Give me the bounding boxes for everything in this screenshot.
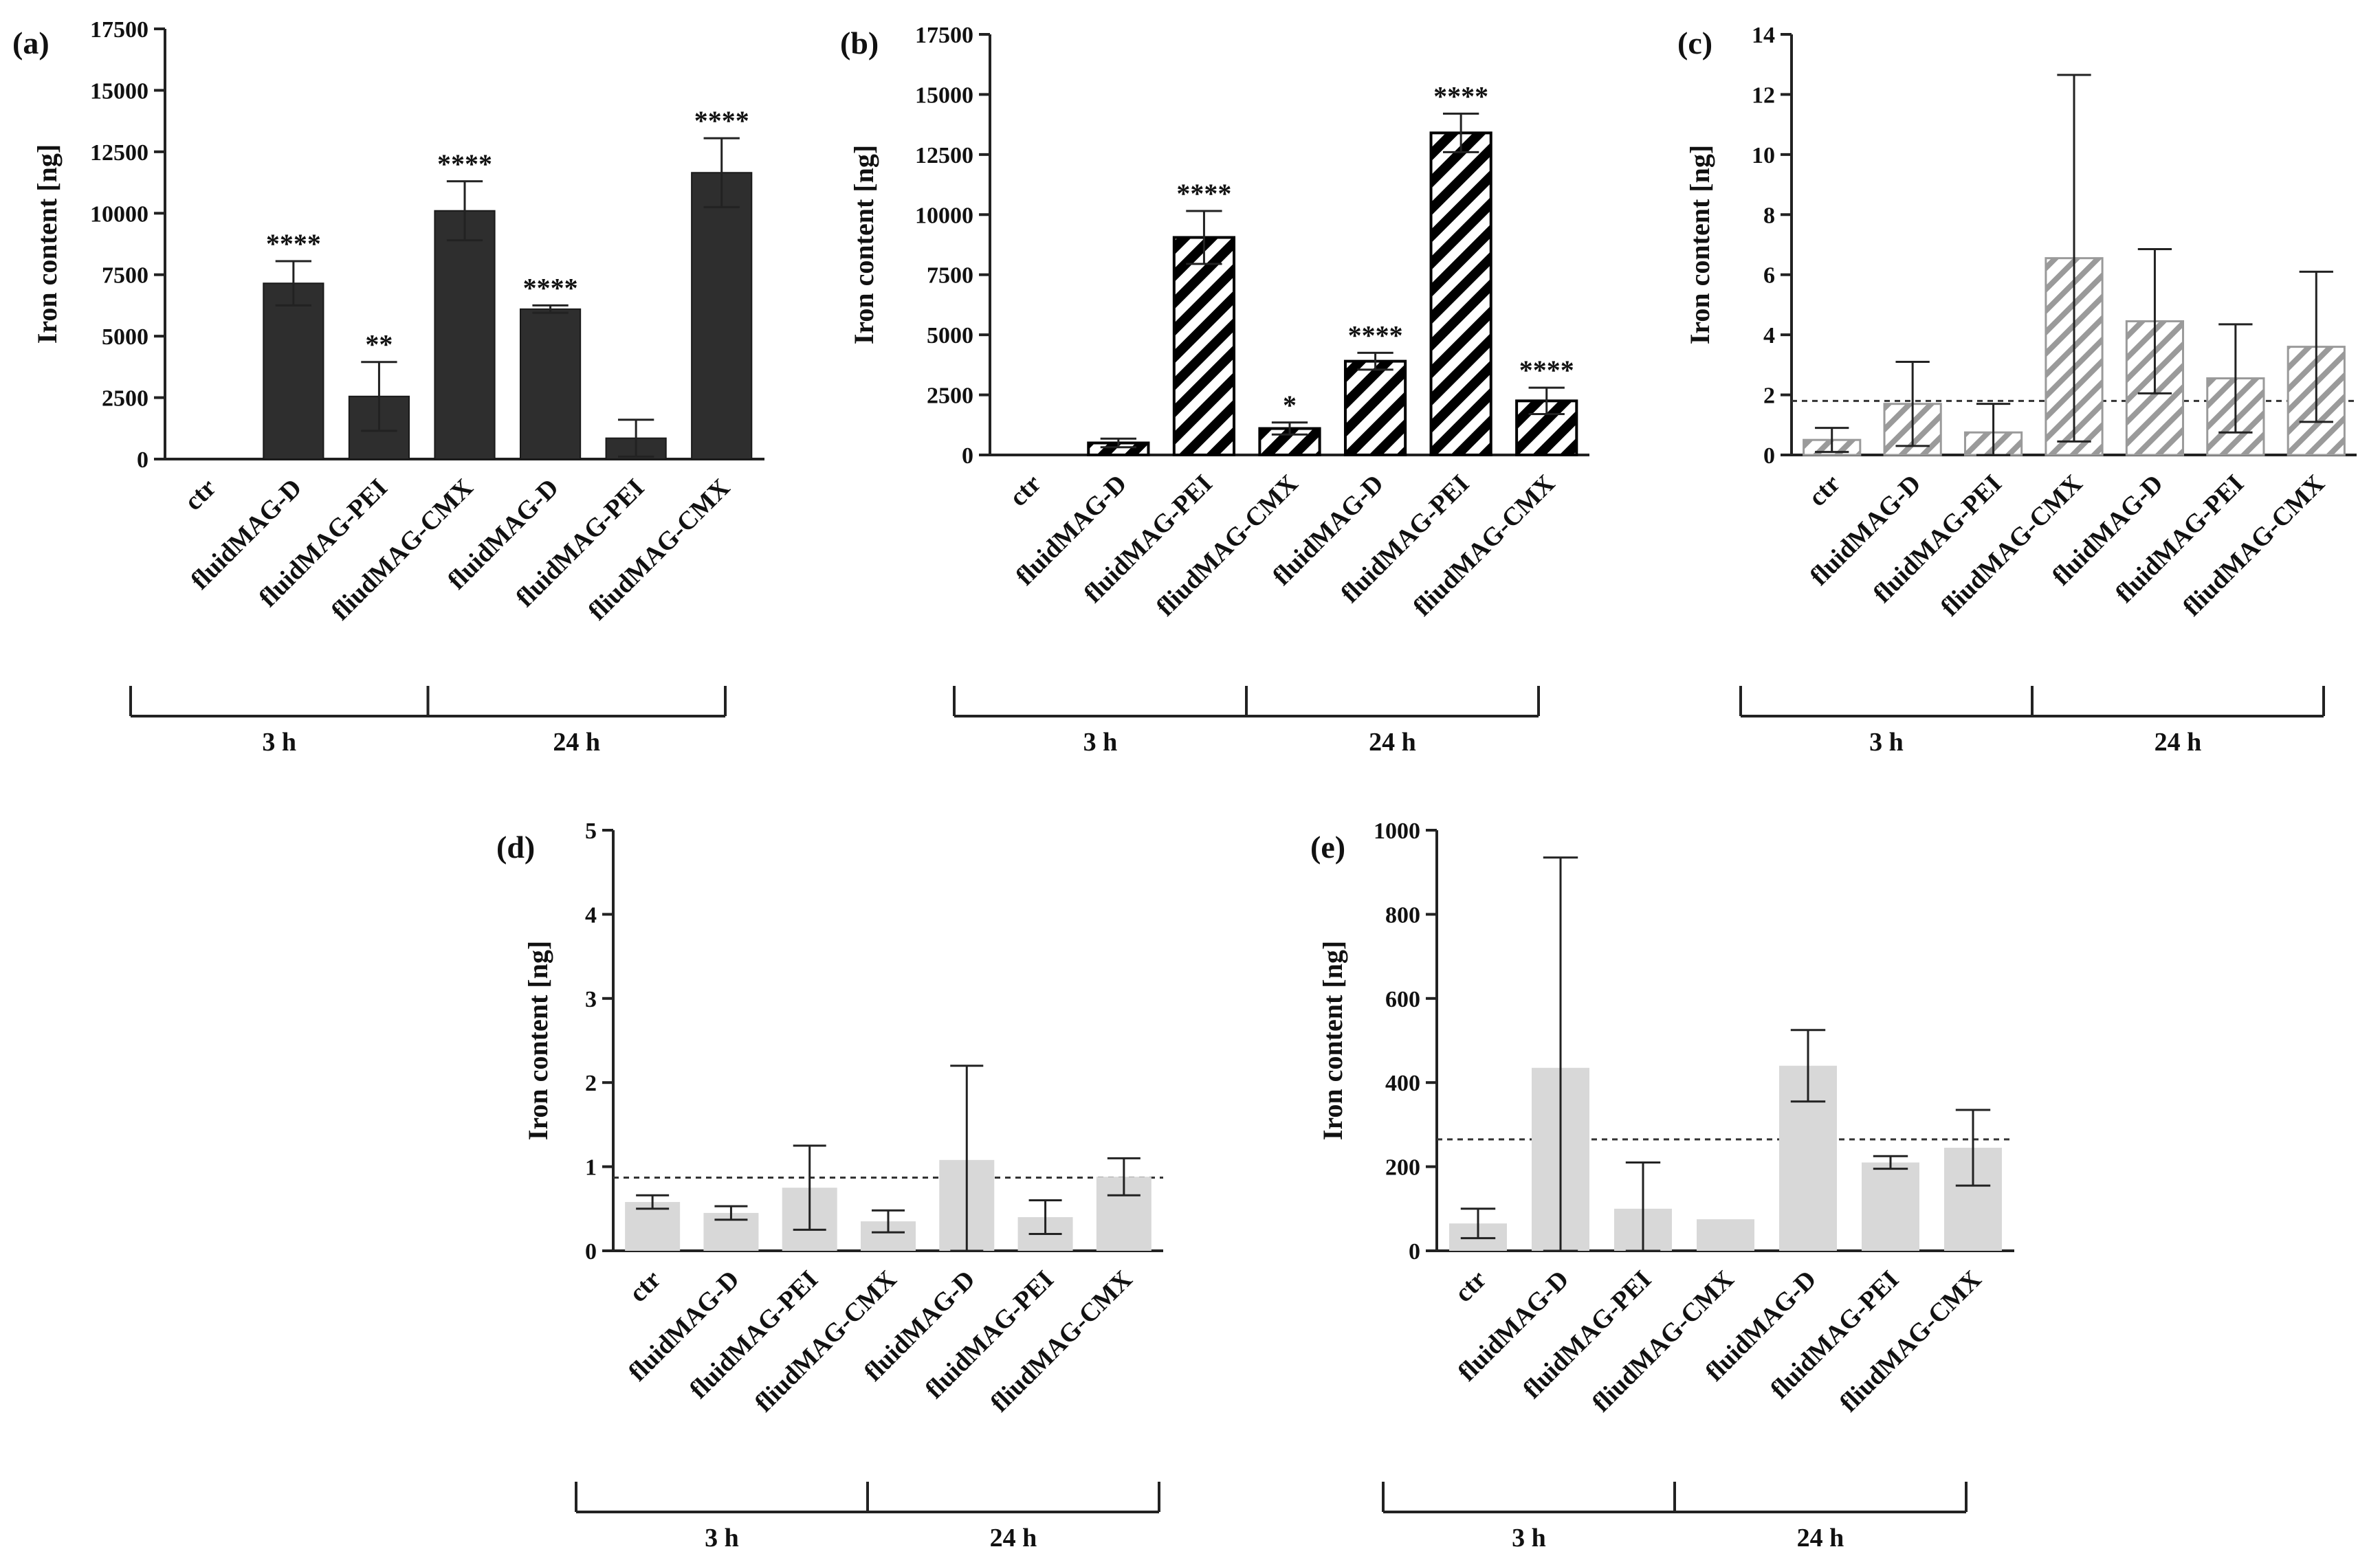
y-tick-label: 200 (1385, 1155, 1420, 1181)
y-tick-label: 7500 (927, 263, 973, 289)
category-label: ctr (179, 474, 222, 517)
bar (434, 210, 496, 460)
y-tick-label: 400 (1385, 1071, 1420, 1096)
y-tick-label: 12 (1752, 82, 1775, 108)
y-tick-label: 800 (1385, 902, 1420, 928)
y-tick-label: 4 (1763, 323, 1775, 348)
panel-label: (d) (496, 830, 535, 865)
y-tick-label: 6 (1763, 263, 1775, 289)
chart-panel-3: (c)Iron content [ng]02468101214ctrfluidM… (1677, 23, 2357, 757)
y-tick-label: 14 (1752, 23, 1775, 48)
y-tick-label: 3 (585, 987, 597, 1012)
y-tick-label: 0 (585, 1239, 597, 1265)
bar (1429, 131, 1492, 457)
group-label: 3 h (705, 1524, 739, 1553)
category-label: fliudMAG-CMX (985, 1265, 1138, 1418)
bar (691, 172, 753, 460)
chart-panel-1: (a) Iron content [ng] 0 2500 5000 7500 10000 12… (12, 17, 764, 757)
y-tick-label: 5000 (927, 323, 973, 348)
group-label: 3 h (262, 728, 296, 757)
category-label: ctr (1449, 1265, 1492, 1309)
y-tick-label: 17500 (915, 23, 973, 48)
y-tick-label: 0 (137, 447, 148, 473)
significance-label: **** (266, 228, 321, 259)
significance-label: ** (365, 329, 393, 360)
y-tick-label: 0 (1763, 443, 1775, 469)
category-label: fliudMAG-CMX (749, 1265, 902, 1418)
y-tick-label: 5000 (102, 324, 148, 350)
bar (1343, 359, 1407, 457)
y-tick-label: 7500 (102, 263, 148, 289)
bar (519, 308, 582, 460)
significance-label: **** (1433, 80, 1488, 111)
bar (1697, 1219, 1754, 1251)
y-tick-label: 15000 (90, 78, 148, 104)
category-label: fliudMAG-CMX (2177, 469, 2330, 622)
y-tick-label: 2 (585, 1071, 597, 1096)
bar (1172, 236, 1236, 456)
y-axis-label: Iron content [ng] (522, 941, 553, 1140)
y-tick-label: 1000 (1374, 819, 1420, 844)
significance-label: **** (1519, 355, 1574, 386)
group-label: 24 h (990, 1524, 1037, 1553)
group-label: 3 h (1512, 1524, 1546, 1553)
y-axis-label: Iron content [ng] (1317, 941, 1348, 1140)
group-label: 24 h (2155, 728, 2202, 757)
y-axis-label: Iron content [ng] (32, 144, 63, 344)
y-tick-label: 8 (1763, 203, 1775, 228)
chart-panel-2: (b) Iron content [ng] 0 2500 5000 7500 10000 12… (840, 23, 1589, 757)
group-label: 24 h (1797, 1524, 1844, 1553)
category-label: ctr (624, 1265, 667, 1309)
significance-label: **** (523, 272, 578, 303)
y-tick-label: 0 (962, 443, 973, 469)
y-tick-label: 10000 (915, 203, 973, 228)
panel-label: (c) (1677, 25, 1712, 60)
y-tick-label: 10 (1752, 143, 1775, 168)
group-label: 24 h (1369, 728, 1416, 757)
y-tick-label: 12500 (915, 143, 973, 168)
y-tick-label: 1 (585, 1155, 597, 1181)
y-tick-label: 2500 (927, 383, 973, 409)
bar (1862, 1162, 1919, 1251)
y-tick-label: 12500 (90, 140, 148, 166)
group-label: 3 h (1869, 728, 1904, 757)
y-tick-label: 10000 (90, 201, 148, 227)
y-tick-label: 2500 (102, 386, 148, 412)
y-tick-label: 17500 (90, 17, 148, 43)
group-label: 24 h (553, 728, 600, 757)
significance-label: **** (694, 105, 749, 136)
y-tick-label: 600 (1385, 987, 1420, 1012)
y-axis-label: Iron content [ng] (848, 145, 879, 344)
y-tick-label: 0 (1409, 1239, 1420, 1265)
significance-label: **** (1176, 178, 1231, 209)
significance-label: * (1283, 390, 1297, 421)
chart-panel-5: (e) Iron content [ng] 0 200 400 600 800 1000 ctr… (1310, 819, 2014, 1553)
bar (263, 282, 324, 460)
y-tick-label: 5 (585, 819, 597, 844)
y-tick-label: 15000 (915, 82, 973, 108)
category-label: fliudMAG-CMX (1834, 1265, 1987, 1418)
panel-label: (e) (1310, 830, 1345, 865)
y-tick-label: 2 (1763, 383, 1775, 409)
category-label: ctr (1803, 469, 1847, 513)
chart-panel-4: (d)Iron content [ng]012345ctrfluidMAG-Df… (496, 819, 1163, 1553)
y-axis-label: Iron content [ng] (1684, 145, 1715, 344)
significance-label: **** (1348, 320, 1403, 350)
panel-label: (a) (12, 25, 49, 60)
category-label: fliudMAG-CMX (1935, 469, 2088, 622)
group-label: 3 h (1083, 728, 1118, 757)
significance-label: **** (437, 148, 492, 179)
bar (625, 1202, 681, 1251)
category-label: fliudMAG-CMX (1587, 1265, 1739, 1418)
y-tick-label: 4 (585, 902, 597, 928)
panel-label: (b) (840, 25, 879, 60)
category-label: ctr (1004, 469, 1047, 513)
